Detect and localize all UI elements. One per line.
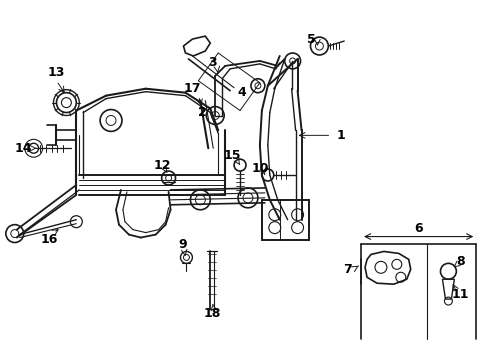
Text: 7: 7	[342, 263, 351, 276]
Text: 10: 10	[251, 162, 268, 175]
Text: 2: 2	[198, 106, 206, 119]
Text: 5: 5	[306, 33, 315, 46]
Text: 17: 17	[183, 82, 201, 95]
Text: 15: 15	[223, 149, 241, 162]
Text: 1: 1	[336, 129, 345, 142]
Text: 6: 6	[413, 222, 422, 235]
Text: 8: 8	[455, 255, 464, 268]
Text: 14: 14	[15, 142, 32, 155]
Text: 16: 16	[41, 233, 58, 246]
Text: 12: 12	[154, 159, 171, 172]
Text: 11: 11	[450, 288, 468, 301]
Text: 13: 13	[48, 66, 65, 79]
Text: 18: 18	[203, 307, 221, 320]
Text: 4: 4	[237, 86, 246, 99]
Text: 3: 3	[207, 57, 216, 69]
Text: 9: 9	[178, 238, 186, 251]
